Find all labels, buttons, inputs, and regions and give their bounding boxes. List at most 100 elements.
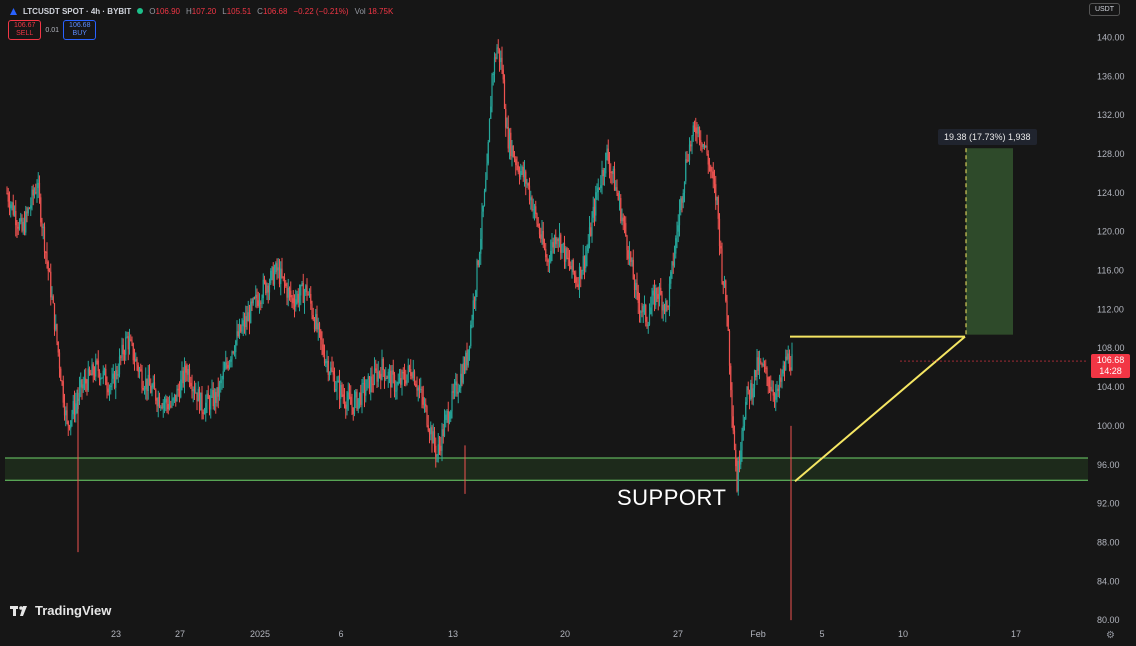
candle-body — [738, 460, 741, 465]
candle-body — [380, 373, 382, 380]
candle-body — [790, 367, 792, 371]
candle-body — [157, 396, 159, 407]
candle-body — [247, 312, 249, 322]
candle-body — [661, 294, 663, 311]
candle-body — [35, 192, 37, 194]
candle-body — [727, 315, 729, 331]
candle-body — [240, 324, 242, 332]
candle-body — [305, 285, 307, 293]
candle-body — [201, 392, 203, 413]
candle-body — [452, 391, 454, 393]
candle-body — [581, 270, 583, 279]
candle-body — [302, 283, 304, 303]
candle-body — [655, 288, 657, 306]
candle-body — [427, 425, 429, 431]
candle-body — [363, 383, 366, 396]
candle-body — [545, 249, 547, 258]
candle-body — [681, 198, 683, 203]
candle-body — [417, 387, 419, 391]
candle-body — [118, 356, 121, 375]
candle-body — [582, 256, 584, 271]
candle-body — [16, 225, 18, 227]
candle-body — [321, 339, 323, 345]
candle-body — [702, 144, 704, 147]
candle-body — [160, 406, 162, 408]
candle-body — [93, 374, 96, 377]
candle-body — [767, 377, 769, 387]
candle-body — [80, 379, 82, 388]
candle-body — [526, 183, 528, 185]
candle-body — [700, 140, 702, 143]
candle-body — [515, 159, 517, 166]
candle-body — [218, 383, 221, 397]
candle-body — [271, 266, 273, 271]
candle-body — [588, 227, 591, 244]
currency-selector[interactable]: USDT — [1088, 3, 1120, 16]
candle-body — [168, 405, 171, 410]
candle-body — [433, 431, 436, 446]
candle-body — [152, 382, 154, 388]
candle-body — [703, 144, 706, 147]
candle-body — [776, 388, 778, 394]
symbol-title[interactable]: LTCUSDT SPOT · 4h · BYBIT — [23, 6, 132, 16]
candle-body — [313, 319, 316, 330]
candle-body — [446, 410, 448, 415]
candle-body — [368, 376, 371, 393]
candle-body — [517, 165, 519, 173]
candle-body — [766, 367, 768, 378]
candle-body — [10, 204, 12, 209]
candle-body — [385, 378, 387, 380]
candle-body — [96, 360, 98, 362]
candle-body — [711, 171, 713, 173]
candle-body — [603, 173, 606, 177]
candle-body — [345, 404, 347, 409]
candle-body — [645, 304, 647, 322]
candle-body — [90, 373, 92, 376]
candle-body — [732, 416, 734, 431]
time-axis: 23 27 2025 6 13 20 27 Feb 5 10 17 — [111, 629, 1021, 639]
tradingview-logo[interactable]: TradingView — [10, 603, 111, 618]
candle-body — [750, 383, 752, 400]
open-value: 106.90 — [155, 6, 180, 16]
candle-body — [57, 341, 59, 353]
candle-body — [630, 251, 632, 262]
settings-gear-icon[interactable]: ⚙ — [1106, 630, 1115, 641]
candle-body — [230, 359, 232, 362]
candle-body — [291, 297, 293, 299]
candle-body — [177, 388, 179, 391]
chart-overlays — [790, 335, 1088, 483]
candle-body — [308, 293, 311, 296]
candle-body — [658, 287, 661, 299]
candle-body — [640, 311, 642, 313]
candle-body — [595, 192, 597, 216]
sell-button[interactable]: 106.67 SELL — [8, 20, 42, 40]
candle-body — [92, 364, 94, 375]
candle-body — [173, 394, 176, 399]
buy-label: BUY — [72, 30, 87, 37]
candle-body — [378, 371, 381, 374]
candle-body — [217, 387, 219, 397]
candle-body — [193, 389, 196, 393]
candle-body — [708, 164, 711, 167]
candle-body — [23, 221, 26, 233]
candle-body — [623, 221, 626, 224]
buy-button[interactable]: 106.68 BUY — [63, 20, 97, 40]
candle-body — [442, 429, 444, 437]
close-value: 106.68 — [262, 6, 288, 16]
x-tick-label: 5 — [819, 629, 824, 639]
y-tick-label: 108.00 — [1097, 343, 1125, 353]
candle-body — [460, 373, 462, 389]
candle-body — [721, 248, 723, 282]
candle-body — [165, 398, 167, 403]
candle-body — [668, 283, 671, 307]
candle-body — [123, 354, 126, 356]
candle-body — [293, 303, 296, 307]
candle-body — [406, 374, 408, 384]
candle-body — [781, 373, 783, 382]
candle-body — [393, 374, 396, 392]
candle-body — [467, 349, 469, 366]
candle-body — [680, 198, 682, 210]
y-tick-label: 136.00 — [1097, 71, 1125, 81]
candle-body — [576, 282, 578, 285]
